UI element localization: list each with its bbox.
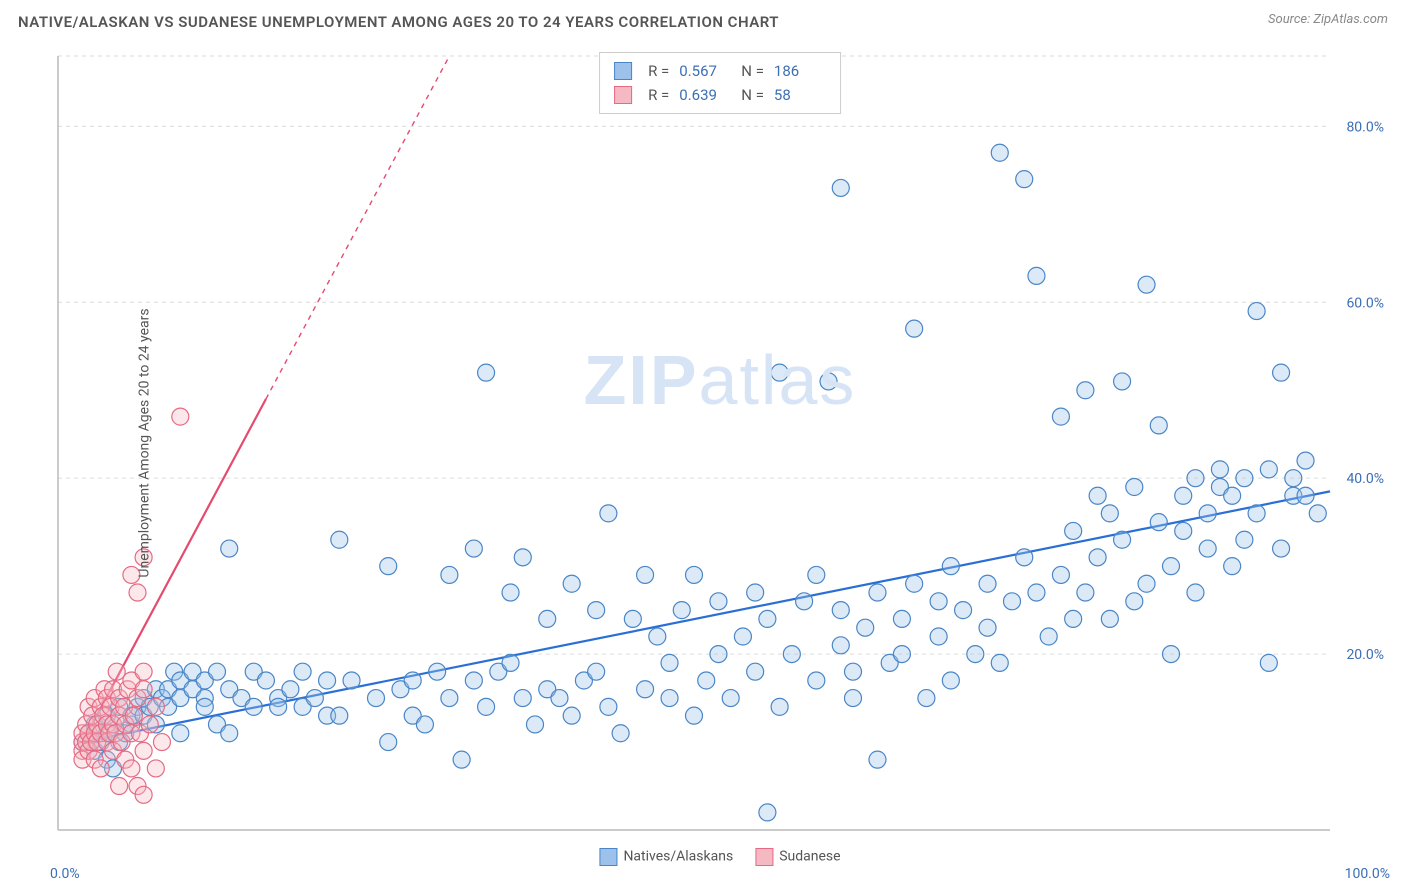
bottom-legend: Natives/Alaskans Sudanese (599, 848, 840, 866)
plot-area: Unemployment Among Ages 20 to 24 years Z… (50, 48, 1390, 838)
swatch-series-1 (614, 86, 632, 104)
legend-item: Sudanese (755, 848, 840, 866)
stats-legend-box: R =0.567 N =186 R =0.639 N =58 (599, 52, 841, 114)
svg-text:80.0%: 80.0% (1346, 119, 1384, 135)
scatter-plot-svg: 20.0% 40.0% 60.0% 80.0% (50, 48, 1390, 838)
stats-row-series-1: R =0.639 N =58 (614, 83, 826, 107)
legend-swatch (755, 848, 773, 866)
stats-row-series-0: R =0.567 N =186 (614, 59, 826, 83)
legend-item: Natives/Alaskans (599, 848, 733, 866)
legend-swatch (599, 848, 617, 866)
chart-title: NATIVE/ALASKAN VS SUDANESE UNEMPLOYMENT … (18, 13, 779, 31)
x-tick-max: 100.0% (1345, 866, 1390, 882)
x-tick-min: 0.0% (50, 866, 80, 882)
swatch-series-0 (614, 62, 632, 80)
svg-text:20.0%: 20.0% (1346, 647, 1384, 663)
svg-text:60.0%: 60.0% (1346, 295, 1384, 311)
svg-text:40.0%: 40.0% (1346, 471, 1384, 487)
y-axis-label: Unemployment Among Ages 20 to 24 years (137, 308, 153, 577)
source-attribution: Source: ZipAtlas.com (1268, 12, 1388, 27)
